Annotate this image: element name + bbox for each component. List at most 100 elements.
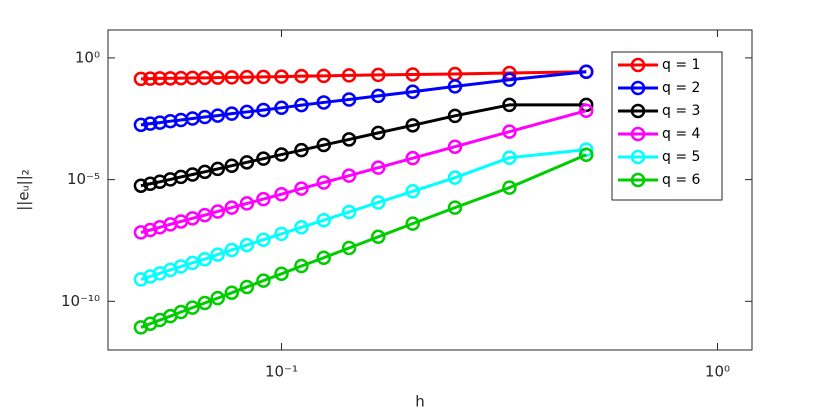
x-tick-label: 10⁰ [705,363,730,381]
data-point [578,147,594,163]
legend-label: q = 6 [662,172,701,188]
data-point [256,151,271,166]
data-point [316,250,331,265]
data-point [143,71,158,86]
data-point [316,95,331,110]
data-point [224,70,240,85]
data-point [502,72,517,88]
data-point [316,175,331,190]
data-point [405,184,420,199]
data-point [197,295,213,311]
data-point [447,170,463,185]
data-point [294,181,309,196]
data-point [294,142,309,158]
legend: q = 1 q = 2 q = 3 q = 4 q = 5 q = 6 [611,51,723,201]
legend-marker [630,126,646,142]
legend-label: q = 5 [662,149,700,165]
data-point [133,71,149,87]
data-point [143,116,158,131]
data-point [578,64,594,80]
data-point [405,118,420,133]
data-point [447,79,463,94]
y-tick-label: 10⁻¹⁰ [61,292,100,310]
y-tick-label: 10⁰ [75,48,100,66]
data-point [371,229,386,245]
data-point [274,226,289,242]
data-point [173,70,189,86]
data-point [239,104,255,120]
data-point [210,204,225,219]
data-point [210,161,225,177]
legend-marker [630,149,646,165]
data-point [152,220,168,235]
x-tick-label: 10⁻¹ [265,363,298,381]
data-point [274,266,289,282]
data-point [133,117,149,133]
data-point [256,232,271,247]
data-point [143,222,158,238]
data-point [316,68,331,84]
data-point [239,279,255,295]
data-point [224,285,240,301]
data-point [197,251,213,267]
legend-marker [630,80,646,96]
data-point [224,242,240,258]
data-point [294,97,309,113]
data-point [405,216,420,231]
data-point [341,240,357,256]
data-point [371,67,386,83]
data-point [316,137,331,153]
data-point [133,272,149,287]
data-point [447,108,463,124]
legend-marker [630,57,646,73]
legend-label: q = 4 [662,126,701,142]
data-point [152,115,168,130]
data-point [239,237,255,253]
data-point [173,112,189,128]
y-tick-label: 10⁻⁵ [67,170,100,188]
data-point [502,180,517,195]
x-axis-label: h [415,393,425,411]
data-point [294,220,309,235]
data-point [133,178,149,193]
data-point [224,106,240,121]
data-point [256,102,271,118]
data-point [133,320,149,335]
data-point [578,103,594,118]
legend-label: q = 3 [662,103,700,119]
legend-marker [630,172,646,188]
data-point [274,100,289,116]
data-point [371,195,386,210]
data-point [405,150,420,166]
legend-label: q = 2 [662,80,700,96]
data-point [371,125,386,141]
data-point [405,84,420,99]
data-point [210,290,225,306]
data-point [256,191,271,207]
data-point [447,139,463,154]
data-point [224,158,240,173]
data-point [502,124,517,139]
data-point [502,97,517,113]
data-point [224,200,240,215]
y-axis-label: ||eᵤ||₂ [15,169,33,211]
data-point [294,68,309,84]
data-point [341,168,357,183]
data-point [210,247,225,262]
data-point [294,258,309,274]
data-point [371,160,386,175]
data-point [274,69,289,84]
legend-box [611,51,723,201]
data-point [371,88,386,104]
data-point [152,174,168,190]
data-point [239,196,255,211]
legend-label: q = 1 [662,57,700,73]
data-point [502,150,517,165]
legend-marker [630,103,646,119]
data-point [341,132,357,147]
data-point [256,69,271,85]
data-point [274,186,289,202]
data-point [341,68,357,83]
data-point [239,69,255,85]
